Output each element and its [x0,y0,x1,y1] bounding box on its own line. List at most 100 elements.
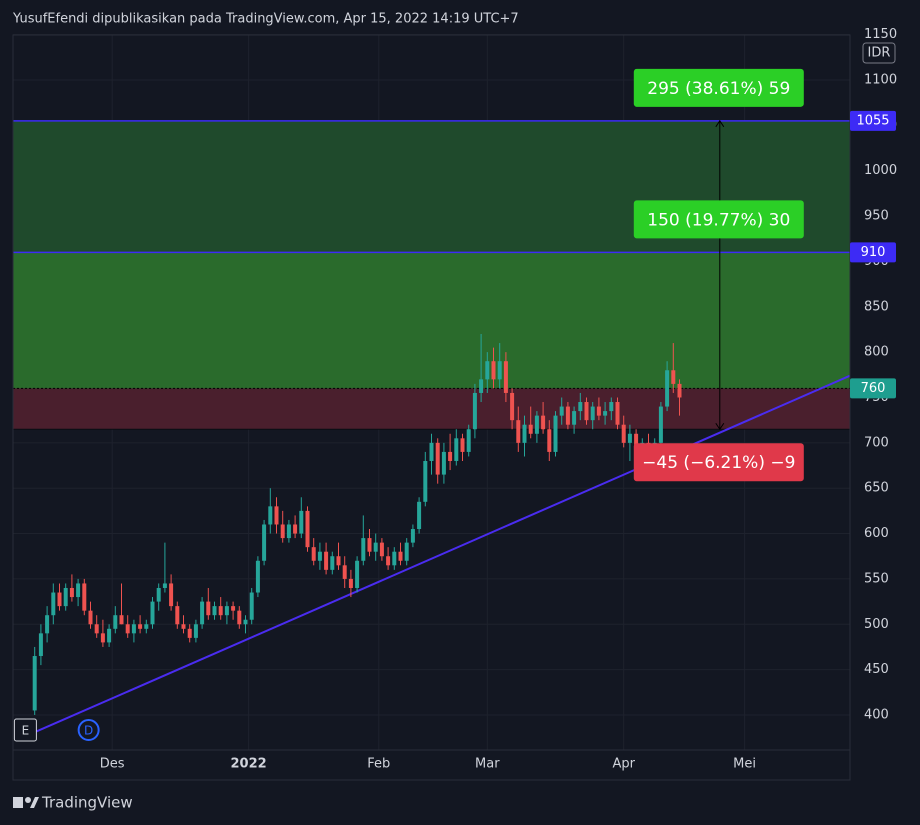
candle-body [224,606,229,616]
x-tick-label: Mei [733,757,756,772]
measure-label: −45 (−6.21%) −9 [642,453,795,473]
candle-body [522,424,527,443]
candle-body [590,406,595,421]
candle-body [131,624,136,634]
candle-body [448,451,453,461]
event-marker [77,719,100,741]
candle-body [392,551,397,566]
y-tick-label: 800 [864,345,889,360]
price-label-box [850,110,896,131]
candle-body [634,433,639,452]
candle-body [299,510,304,534]
candle-body [417,501,422,530]
candle-body [603,411,608,416]
plot: 295 (38.61%) 59 150 (19.77%) 30 −45 (−6.21… [13,34,851,750]
currency-label: IDR [868,46,891,61]
measure-box [633,443,804,482]
price-label: 760 [861,381,886,396]
measure-label: 150 (19.77%) 30 [647,210,790,230]
candle-body [665,370,670,407]
candle-body [528,424,533,434]
candle-body [212,606,217,616]
candle-body [156,587,161,602]
candle-body [379,542,384,557]
event-label: D [84,724,93,738]
candle-body [311,547,316,561]
candle-body [541,415,546,430]
currency-box [862,42,896,64]
candle-body [423,460,428,502]
measure-label: 295 (38.61%) 59 [647,79,790,99]
candle-body [435,442,440,475]
candle-body [243,619,248,625]
y-tick-label: 650 [864,481,889,496]
candle-body [274,506,279,525]
y-tick-label: 500 [864,617,889,632]
candle-body [63,587,68,607]
y-tick-label: 950 [864,209,889,224]
candle-body [200,601,205,625]
event-label: E [22,724,30,738]
candle-body [497,361,502,380]
candle-body [249,592,254,620]
candle-body [231,606,236,611]
candle-body [671,370,676,384]
candle-body [361,538,366,561]
candle-body [181,624,186,629]
candle-body [460,438,465,452]
candle-body [317,551,322,561]
candle-body [169,583,174,607]
candle-body [658,406,663,443]
candle-body [119,615,124,625]
price-label: 910 [861,245,886,260]
candle-body [38,633,43,657]
candle-body [454,438,459,461]
candle-body [45,615,50,634]
candle-body [100,633,105,643]
candle-body [144,624,149,629]
candle-body [262,524,267,561]
candle-body [336,556,341,566]
candle-body [206,601,211,616]
candle-body [175,606,180,625]
candle-body [348,578,353,588]
y-tick-label: 850 [864,299,889,314]
profit-zone-lower [13,252,850,389]
candle-body [373,542,378,552]
candle-body [82,583,87,611]
y-tick-label: 550 [864,571,889,586]
candle-body [553,415,558,452]
header: YusufEfendi dipublikasikan pada TradingV… [12,12,519,27]
candle-body [516,420,521,443]
x-tick-label: Des [100,757,125,772]
candle-body [324,551,329,570]
event-marker [13,718,37,742]
x-tick-label: 2022 [231,757,267,772]
trendline [34,374,851,734]
candle-body [565,406,570,425]
price-label-box [850,378,896,399]
y-tick-label: 450 [864,662,889,677]
candle-body [187,628,192,638]
candle-body [280,524,285,539]
candle-body [485,361,490,380]
y-tick-label: 700 [864,435,889,450]
candle-body [355,560,360,588]
candle-body [218,606,223,616]
x-tick-label: Mar [475,757,500,772]
candle-body [305,510,310,548]
candle-body [491,361,496,380]
candle-body [293,524,298,534]
candle-body [510,392,515,421]
logo [13,797,39,808]
y-tick-label: 1000 [864,163,897,178]
candle-body [367,538,372,552]
candle-body [615,402,620,425]
candle-body [410,529,415,543]
candle-body [150,601,155,625]
candle-body [76,583,81,598]
y-tick-label: 1150 [864,27,897,42]
candle-body [572,411,577,425]
